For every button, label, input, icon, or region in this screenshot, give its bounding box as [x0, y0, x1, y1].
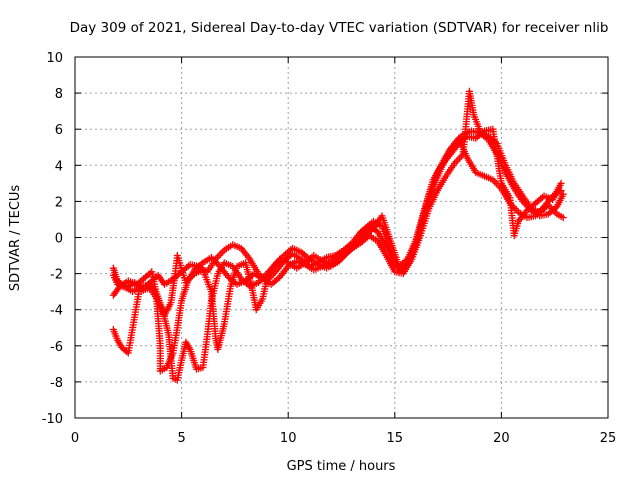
data-points: [109, 87, 567, 384]
data-point: [557, 179, 565, 187]
x-tick-label: 0: [71, 431, 79, 446]
y-tick-label: 0: [55, 232, 63, 247]
data-point: [559, 214, 567, 222]
x-tick-label: 15: [387, 431, 404, 446]
y-tick-label: 8: [55, 87, 63, 102]
y-tick-label: 6: [55, 123, 63, 138]
chart-title: Day 309 of 2021, Sidereal Day-to-day VTE…: [70, 20, 609, 36]
x-axis-label: GPS time / hours: [287, 459, 396, 474]
data-point: [118, 281, 126, 289]
y-tick-label: -2: [50, 268, 63, 283]
data-point: [559, 190, 567, 198]
y-tick-labels: -10 -8 -6 -4 -2 0 2 4 6 8 10: [42, 51, 63, 427]
y-tick-label: -4: [50, 304, 63, 319]
y-tick-label: 10: [46, 51, 63, 66]
y-tick-label: -10: [42, 412, 63, 427]
x-tick-label: 10: [280, 431, 297, 446]
grid: [75, 57, 608, 418]
y-tick-label: 4: [55, 159, 63, 174]
x-tick-label: 20: [493, 431, 510, 446]
axis-ticks: [74, 56, 609, 419]
y-tick-label: -8: [50, 376, 63, 391]
y-tick-label: 2: [55, 195, 63, 210]
x-tick-label: 25: [600, 431, 617, 446]
y-axis-label: SDTVAR / TECUs: [8, 185, 23, 292]
x-tick-labels: 0 5 10 15 20 25: [71, 431, 616, 446]
x-tick-label: 5: [177, 431, 185, 446]
y-tick-label: -6: [50, 340, 63, 355]
